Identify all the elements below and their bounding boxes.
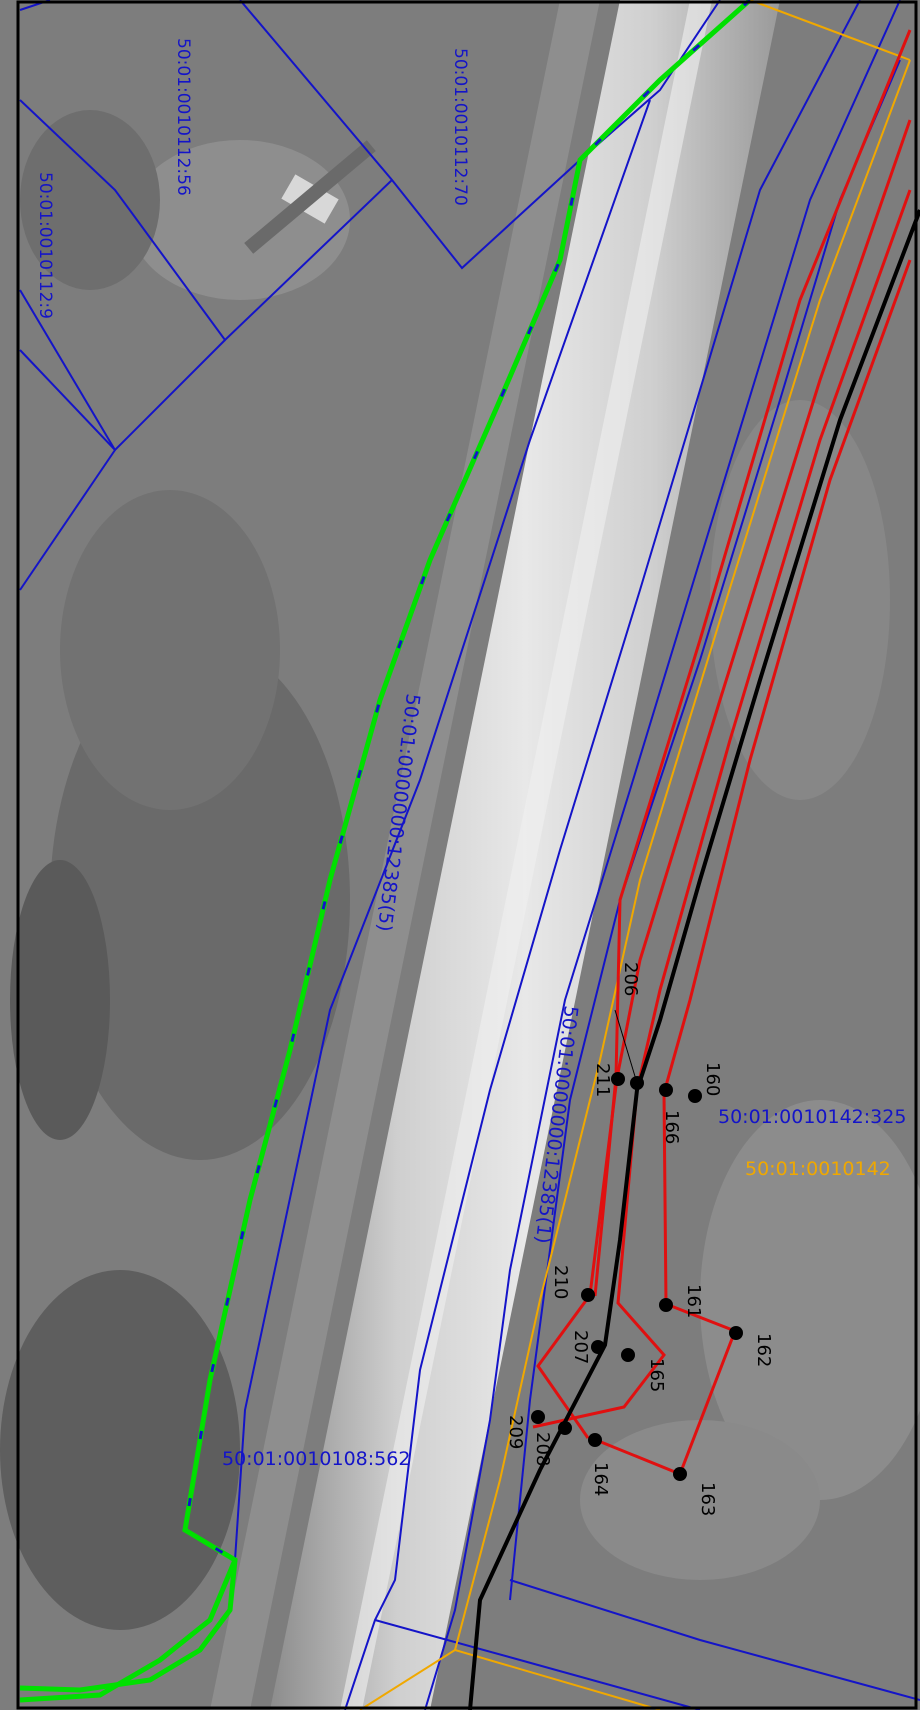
point-label-166: 166 — [661, 1110, 682, 1144]
point-label-210: 210 — [550, 1265, 571, 1299]
point-label-206: 206 — [620, 962, 641, 996]
point-labels: 160 161 162 163 164 165 166 206 207 208 … — [505, 962, 774, 1516]
point-208 — [558, 1421, 572, 1435]
point-163 — [673, 1467, 687, 1481]
parcel-label-9: 50:01:0010112:9 — [35, 172, 55, 319]
quarter-boundary — [359, 0, 911, 1711]
point-164 — [588, 1433, 602, 1447]
parcel-label-562: 50:01:0010108:562 — [222, 1448, 410, 1470]
point-label-209: 209 — [505, 1415, 526, 1449]
point-label-162: 162 — [753, 1333, 774, 1367]
parcel-label-325: 50:01:0010142:325 — [718, 1106, 906, 1128]
parcel-boundaries — [19, 0, 920, 1711]
point-label-211: 211 — [592, 1063, 613, 1097]
point-label-207: 207 — [570, 1330, 591, 1364]
point-160 — [688, 1089, 702, 1103]
parcel-label-56: 50:01:0010112:56 — [173, 38, 193, 196]
leader-line-206 — [614, 1009, 638, 1084]
parcel-label-70: 50:01:0010112:70 — [450, 48, 470, 206]
map-border — [16, 0, 918, 1710]
point-label-165: 165 — [646, 1358, 667, 1392]
green-boundary — [19, 0, 752, 1703]
red-boundaries — [532, 29, 912, 1476]
point-162 — [729, 1326, 743, 1340]
point-label-164: 164 — [590, 1462, 611, 1496]
point-207 — [591, 1340, 605, 1354]
point-label-161: 161 — [683, 1284, 704, 1318]
point-210 — [581, 1288, 595, 1302]
point-label-208: 208 — [532, 1432, 553, 1466]
point-211 — [611, 1072, 625, 1086]
quarter-label-0010142: 50:01:0010142 — [745, 1158, 891, 1180]
point-166 — [659, 1083, 673, 1097]
point-label-163: 163 — [697, 1482, 718, 1516]
point-209 — [531, 1410, 545, 1424]
point-165 — [621, 1348, 635, 1362]
point-label-160: 160 — [702, 1062, 723, 1096]
point-161 — [659, 1298, 673, 1312]
